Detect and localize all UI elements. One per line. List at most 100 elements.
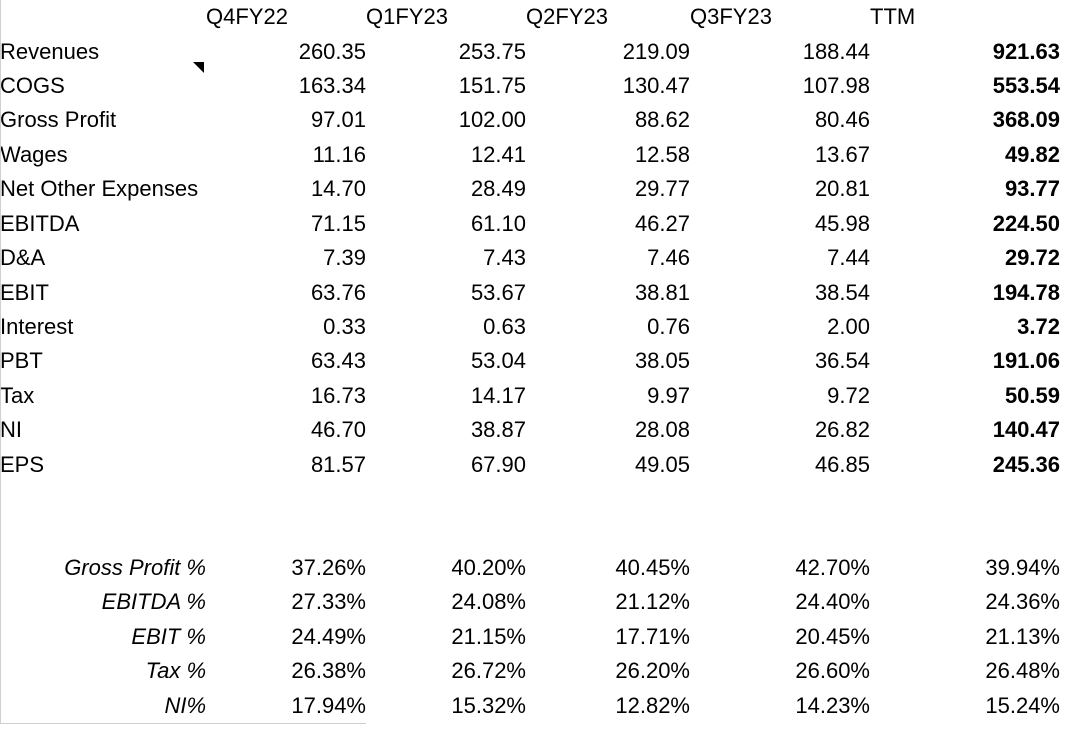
value-cell[interactable]: 3.72 [1017,314,1060,339]
value-cell[interactable]: 16.73 [310,382,366,408]
value-cell[interactable]: 7.39 [323,245,366,271]
value-cell[interactable]: 7.46 [647,245,690,271]
value-cell[interactable]: 26.82 [814,417,870,443]
row-label[interactable]: EPS [0,451,45,477]
ratio-value-cell[interactable]: 15.32% [451,692,526,718]
value-cell[interactable]: 46.70 [310,417,366,443]
ratio-value-cell[interactable]: 37.26% [291,554,366,580]
value-cell[interactable]: 36.54 [814,348,870,374]
ratio-value-cell[interactable]: 24.40% [795,589,870,615]
ratio-value-cell[interactable]: 27.33% [291,589,366,615]
ratio-value-cell[interactable]: 17.94% [291,692,366,718]
ratio-value-cell[interactable]: 17.71% [615,623,690,649]
value-cell[interactable]: 53.04 [470,348,526,374]
value-cell[interactable]: 97.01 [310,107,366,133]
value-cell[interactable]: 46.27 [634,210,690,236]
ratio-value-cell[interactable]: 24.36% [985,589,1060,615]
ratio-value-cell[interactable]: 39.94% [985,554,1060,580]
ratio-value-cell[interactable]: 20.45% [795,623,870,649]
value-cell[interactable]: 28.49 [470,176,526,202]
ratio-value-cell[interactable]: 40.45% [615,554,690,580]
value-cell[interactable]: 29.72 [1004,245,1060,271]
value-cell[interactable]: 53.67 [470,279,526,305]
value-cell[interactable]: 102.00 [458,107,526,133]
value-cell[interactable]: 224.50 [992,210,1060,236]
row-label[interactable]: Wages [0,141,68,167]
value-cell[interactable]: 28.08 [634,417,690,443]
value-cell[interactable]: 38.87 [470,417,526,443]
value-cell[interactable]: 260.35 [298,38,366,64]
value-cell[interactable]: 553.54 [992,73,1060,99]
value-cell[interactable]: 71.15 [310,210,366,236]
value-cell[interactable]: 921.63 [992,38,1060,64]
ratio-row-label[interactable]: Tax % [145,658,206,684]
value-cell[interactable]: 38.81 [634,279,690,305]
row-label[interactable]: Gross Profit [0,107,117,133]
value-cell[interactable]: 49.05 [634,451,690,477]
value-cell[interactable]: 107.98 [802,73,870,99]
value-cell[interactable]: 46.85 [814,451,870,477]
value-cell[interactable]: 12.58 [634,141,690,167]
value-cell[interactable]: 63.43 [310,348,366,374]
value-cell[interactable]: 20.81 [814,176,870,202]
ratio-value-cell[interactable]: 12.82% [615,692,690,718]
ratio-value-cell[interactable]: 24.49% [291,623,366,649]
ratio-row-label[interactable]: EBIT % [131,623,206,649]
ratio-value-cell[interactable]: 14.23% [795,692,870,718]
value-cell[interactable]: 368.09 [992,107,1060,133]
ratio-value-cell[interactable]: 26.60% [795,658,870,684]
column-header-q1fy23[interactable]: Q1FY23 [366,4,448,30]
value-cell[interactable]: 7.44 [827,245,870,271]
row-label[interactable]: COGS [0,73,65,99]
row-label[interactable]: Interest [0,314,74,339]
value-cell[interactable]: 0.76 [647,314,690,339]
value-cell[interactable]: 61.10 [470,210,526,236]
value-cell[interactable]: 88.62 [634,107,690,133]
row-label[interactable]: PBT [0,348,43,374]
value-cell[interactable]: 191.06 [992,348,1060,374]
value-cell[interactable]: 188.44 [802,38,870,64]
value-cell[interactable]: 29.77 [634,176,690,202]
column-header-q2fy23[interactable]: Q2FY23 [526,4,608,30]
value-cell[interactable]: 245.36 [992,451,1060,477]
ratio-value-cell[interactable]: 24.08% [451,589,526,615]
value-cell[interactable]: 38.54 [814,279,870,305]
column-header-ttm[interactable]: TTM [870,4,916,30]
ratio-value-cell[interactable]: 26.38% [291,658,366,684]
corner-cell[interactable] [0,0,206,34]
ratio-value-cell[interactable]: 40.20% [451,554,526,580]
column-header-q4fy22[interactable]: Q4FY22 [206,4,288,30]
row-label[interactable]: Tax [0,382,35,408]
value-cell[interactable]: 38.05 [634,348,690,374]
value-cell[interactable]: 9.97 [647,382,690,408]
value-cell[interactable]: 0.33 [323,314,366,339]
column-header-q3fy23[interactable]: Q3FY23 [690,4,772,30]
ratio-row-label[interactable]: Gross Profit % [64,554,206,580]
row-label[interactable]: NI [0,417,22,443]
ratio-value-cell[interactable]: 15.24% [985,692,1060,718]
value-cell[interactable]: 130.47 [622,73,690,99]
ratio-value-cell[interactable]: 42.70% [795,554,870,580]
ratio-value-cell[interactable]: 26.48% [985,658,1060,684]
row-label[interactable]: D&A [0,245,46,271]
ratio-value-cell[interactable]: 21.12% [615,589,690,615]
empty-cell[interactable] [0,482,1060,516]
row-label[interactable]: Net Other Expenses [0,176,199,202]
value-cell[interactable]: 14.17 [470,382,526,408]
ratio-row-label[interactable]: EBITDA % [101,589,206,615]
ratio-value-cell[interactable]: 21.15% [451,623,526,649]
row-label[interactable]: Revenues [0,38,100,64]
value-cell[interactable]: 63.76 [310,279,366,305]
ratio-value-cell[interactable]: 21.13% [985,623,1060,649]
ratio-row-label[interactable]: NI% [164,692,206,718]
value-cell[interactable]: 2.00 [827,314,870,339]
value-cell[interactable]: 81.57 [310,451,366,477]
value-cell[interactable]: 163.34 [298,73,366,99]
row-label[interactable]: EBITDA [0,210,80,236]
value-cell[interactable]: 140.47 [992,417,1060,443]
value-cell[interactable]: 12.41 [470,141,526,167]
value-cell[interactable]: 253.75 [458,38,526,64]
value-cell[interactable]: 7.43 [483,245,526,271]
value-cell[interactable]: 151.75 [458,73,526,99]
value-cell[interactable]: 219.09 [622,38,690,64]
